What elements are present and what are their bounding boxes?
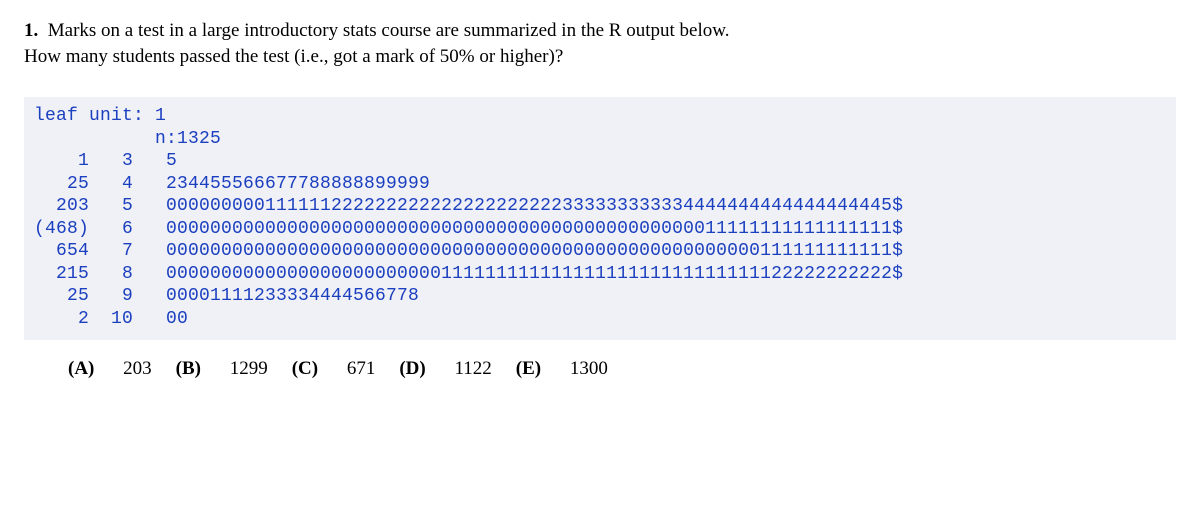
option-label: (C) — [292, 358, 318, 379]
option: (C) 671 — [292, 358, 376, 379]
leaf-unit-line: leaf unit: 1 — [34, 106, 166, 126]
question-line-2: How many students passed the test (i.e.,… — [24, 46, 563, 67]
stemleaf-rows: 1 3 5 25 4 234455566677788888899999 203 … — [34, 151, 903, 329]
question-text: 1. Marks on a test in a large introducto… — [24, 18, 1176, 69]
option: (E) 1300 — [516, 358, 608, 379]
option: (B) 1299 — [176, 358, 268, 379]
option: (A) 203 — [68, 358, 152, 379]
answer-options: (A) 203 (B) 1299 (C) 671 (D) 1122 (E) 1300 — [24, 358, 1176, 380]
question-number: 1. — [24, 20, 38, 41]
option-label: (E) — [516, 358, 541, 379]
option: (D) 1122 — [399, 358, 491, 379]
option-label: (A) — [68, 358, 94, 379]
option-label: (D) — [399, 358, 425, 379]
r-output-block: leaf unit: 1 n:1325 1 3 5 25 4 234455566… — [24, 97, 1176, 340]
n-line: n:1325 — [34, 129, 221, 149]
option-label: (B) — [176, 358, 201, 379]
question-line-1: Marks on a test in a large introductory … — [48, 20, 730, 41]
